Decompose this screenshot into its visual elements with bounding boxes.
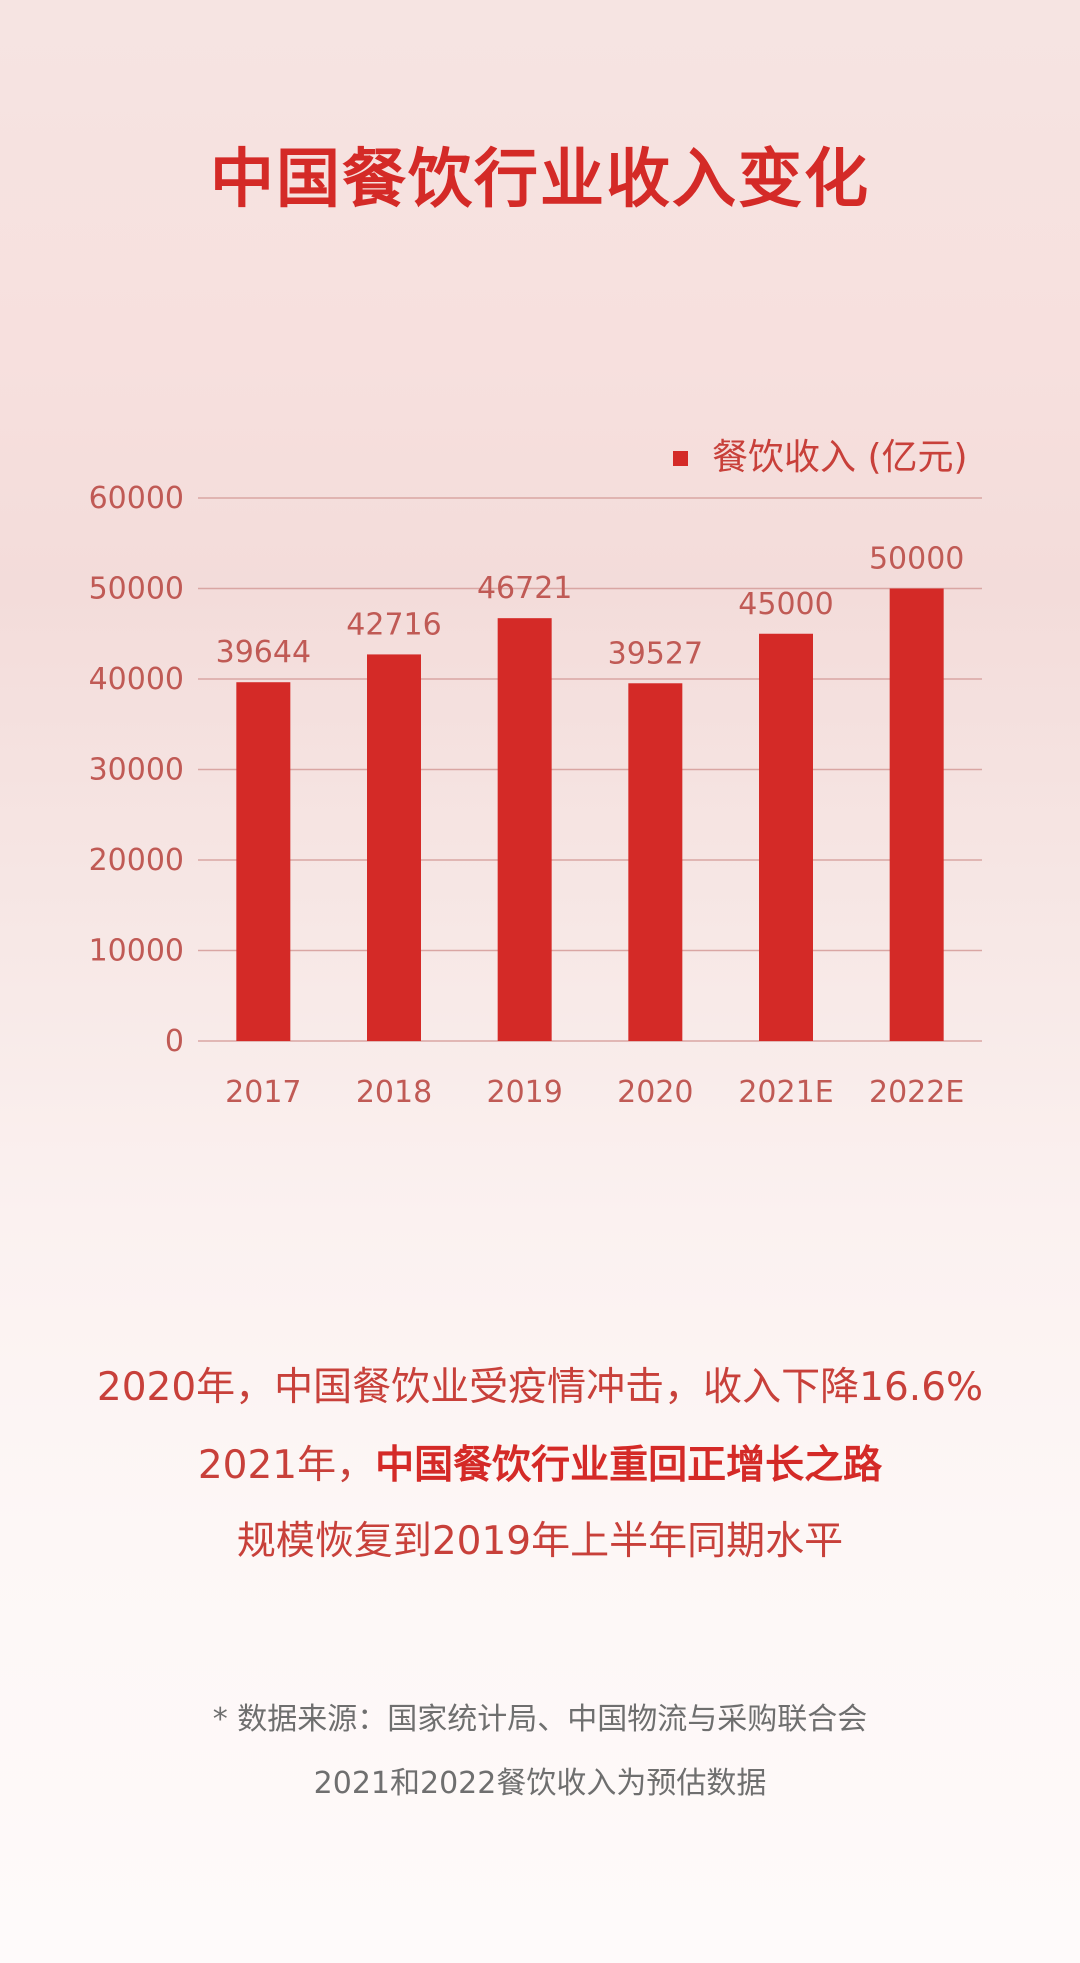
y-tick-label: 10000 [89,934,184,969]
page-title: 中国餐饮行业收入变化 [210,143,870,217]
x-tick-label: 2021E [738,1075,833,1110]
bar [236,682,291,1041]
legend-label: 餐饮收入 (亿元) [712,437,968,478]
y-tick-label: 30000 [89,753,184,788]
grid-lines [198,497,982,1042]
data-label: 50000 [869,542,964,577]
summary-line-1: 2020年，中国餐饮业受疫情冲击，收入下降16.6% [96,1365,984,1410]
data-label: 39527 [608,636,703,671]
bar-chart: 0 10000 20000 30000 40000 50000 60000 39644 427… [89,437,982,1110]
y-tick-label: 20000 [89,843,184,878]
estimate-note: 2021和2022餐饮收入为预估数据 [313,1766,767,1801]
x-tick-label: 2018 [356,1075,432,1110]
bar [759,633,813,1041]
y-tick-label: 60000 [89,481,184,516]
y-axis-ticks: 0 10000 20000 30000 40000 50000 60000 [89,481,184,1059]
x-tick-label: 2020 [617,1075,693,1110]
legend-swatch [673,451,688,466]
data-labels: 39644 42716 46721 39527 45000 50000 [216,542,965,672]
bars [236,588,944,1041]
source-note: * 数据来源：国家统计局、中国物流与采购联合会 [212,1702,868,1737]
summary-line-2-prefix: 2021年， [197,1443,376,1488]
bar [497,618,552,1041]
y-tick-label: 40000 [89,662,184,697]
y-tick-label: 0 [165,1024,184,1059]
x-axis-ticks: 2017 2018 2019 2020 2021E 2022E [225,1075,964,1110]
summary-line-3: 规模恢复到2019年上半年同期水平 [236,1519,844,1564]
x-tick-label: 2019 [486,1075,562,1110]
data-label: 42716 [346,607,441,642]
summary-line-2-emphasis: 中国餐饮行业重回正增长之路 [375,1443,883,1488]
summary-line-2: 2021年，中国餐饮行业重回正增长之路 [0,1434,1080,1490]
y-tick-label: 50000 [89,572,184,607]
legend: 餐饮收入 (亿元) [673,437,968,478]
bar [367,654,421,1041]
x-tick-label: 2017 [225,1075,301,1110]
bar [628,683,683,1041]
bar [889,588,944,1041]
data-label: 45000 [738,587,833,622]
data-label: 46721 [477,571,572,606]
x-tick-label: 2022E [869,1075,964,1110]
data-label: 39644 [216,635,311,670]
